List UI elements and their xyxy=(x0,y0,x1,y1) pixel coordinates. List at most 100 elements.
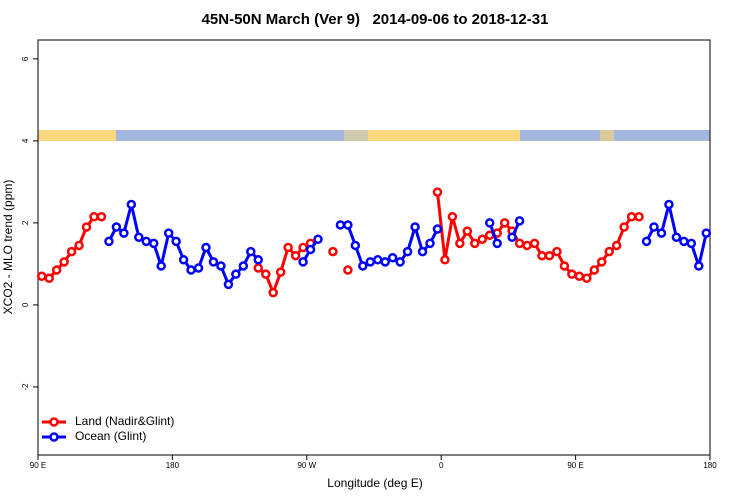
data-point xyxy=(141,236,152,247)
data-point xyxy=(298,242,308,253)
data-point xyxy=(582,273,592,284)
data-point xyxy=(148,238,159,249)
data-point xyxy=(335,220,346,230)
data-point xyxy=(298,257,308,267)
data-point xyxy=(253,263,264,273)
data-point xyxy=(171,236,181,247)
data-point xyxy=(455,238,465,249)
data-point xyxy=(529,238,540,249)
data-point xyxy=(402,246,413,257)
data-point xyxy=(89,211,99,222)
data-point xyxy=(499,218,510,228)
data-point xyxy=(686,238,697,249)
data-point xyxy=(216,261,226,271)
data-point xyxy=(372,255,383,265)
data-point xyxy=(462,226,473,236)
data-point xyxy=(59,257,69,267)
legend-swatch-point xyxy=(49,432,59,442)
y-tick-label: 0 xyxy=(21,302,30,307)
data-point xyxy=(238,261,249,271)
data-point xyxy=(134,232,144,242)
data-point xyxy=(559,261,570,271)
data-point xyxy=(111,222,122,232)
data-point xyxy=(626,211,637,222)
data-point xyxy=(104,236,114,247)
data-point xyxy=(611,240,622,251)
data-point xyxy=(328,246,338,257)
data-point xyxy=(514,216,525,226)
y-tick-label: -2 xyxy=(21,383,30,391)
data-point xyxy=(275,267,286,277)
data-point xyxy=(619,222,629,232)
data-point xyxy=(432,187,443,197)
data-point xyxy=(574,271,585,281)
data-point xyxy=(96,211,107,222)
data-point xyxy=(694,261,704,271)
data-point xyxy=(119,228,129,238)
data-point xyxy=(604,246,614,257)
y-axis-label: XCO2 - MLO trend (ppm) xyxy=(1,180,15,315)
x-tick-label: 180 xyxy=(166,461,180,470)
data-point xyxy=(484,218,495,228)
data-point xyxy=(395,257,405,267)
data-point xyxy=(514,238,525,249)
x-axis-label: Longitude (deg E) xyxy=(327,476,422,490)
data-point xyxy=(253,255,264,265)
data-point xyxy=(664,199,674,210)
data-point xyxy=(223,279,234,290)
x-tick-label: 90 E xyxy=(30,461,46,470)
x-tick-label: 180 xyxy=(703,461,717,470)
data-point xyxy=(477,234,488,245)
data-point xyxy=(290,250,301,261)
data-point xyxy=(231,269,241,279)
data-point xyxy=(246,246,256,257)
data-point xyxy=(313,234,323,245)
data-point xyxy=(679,236,689,247)
data-point xyxy=(163,228,174,238)
data-point xyxy=(544,250,555,261)
data-point xyxy=(522,240,532,251)
y-tick-label: 6 xyxy=(21,56,30,61)
land-ocean-strip xyxy=(38,130,710,141)
plot-frame xyxy=(37,39,711,456)
x-tick-label: 0 xyxy=(439,461,444,470)
y-tick-label: 2 xyxy=(21,220,30,225)
data-point xyxy=(126,199,137,210)
data-point xyxy=(178,255,189,265)
data-point xyxy=(417,246,428,257)
data-point xyxy=(596,257,607,267)
data-point xyxy=(81,222,92,232)
data-point xyxy=(74,240,84,251)
data-point xyxy=(358,261,368,271)
data-point xyxy=(343,265,353,275)
data-point xyxy=(440,255,450,265)
data-point xyxy=(365,257,376,267)
legend-label: Ocean (Glint) xyxy=(75,429,146,443)
data-point xyxy=(671,232,682,242)
data-point xyxy=(432,224,443,234)
data-point xyxy=(44,273,54,284)
data-point xyxy=(36,271,47,281)
data-point xyxy=(305,244,316,255)
data-point xyxy=(51,265,62,275)
data-point xyxy=(268,287,278,298)
x-tick-label: 90 E xyxy=(567,461,583,470)
legend-label: Land (Nadir&Glint) xyxy=(75,414,174,428)
data-point xyxy=(537,250,547,261)
data-point xyxy=(201,242,211,253)
data-point xyxy=(641,236,652,247)
chart-title: 45N-50N March (Ver 9) 2014-09-06 to 2018… xyxy=(202,11,549,28)
x-tick-label: 90 W xyxy=(297,461,316,470)
data-point xyxy=(492,238,502,249)
data-point xyxy=(507,232,517,242)
data-point xyxy=(350,240,361,251)
data-point xyxy=(410,222,420,232)
data-point xyxy=(186,265,196,275)
data-point xyxy=(208,257,219,267)
data-point xyxy=(260,269,271,279)
data-point xyxy=(66,246,77,257)
data-point xyxy=(447,211,458,222)
data-point xyxy=(589,265,600,275)
data-point xyxy=(283,242,293,253)
legend: Land (Nadir&Glint)Ocean (Glint) xyxy=(42,414,174,443)
